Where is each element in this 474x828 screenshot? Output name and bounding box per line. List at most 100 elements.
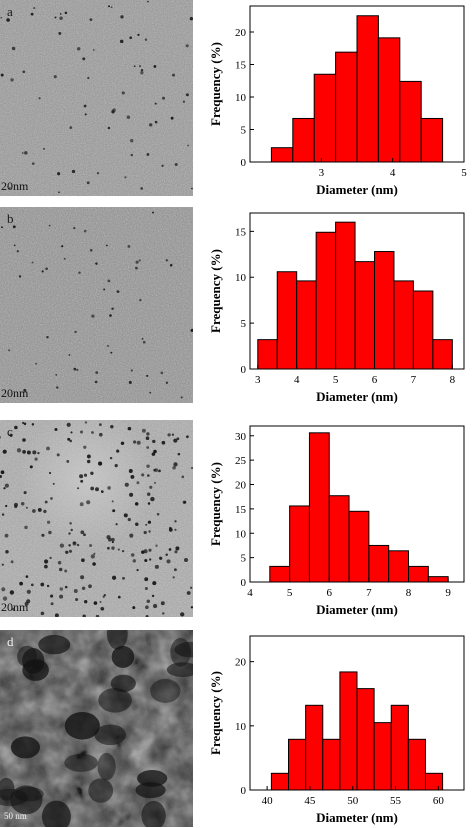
tem-image-d: d 50 nm	[0, 630, 193, 827]
nanoparticle-dot	[146, 432, 150, 436]
y-tick-label: 0	[241, 577, 247, 589]
nanoparticle-dot	[107, 546, 110, 550]
nanoparticle-dot	[56, 386, 59, 389]
nanoparticle-dot	[147, 502, 151, 505]
nanoparticle-dot	[135, 522, 139, 527]
scale-bar-label-c: 20nm	[1, 600, 29, 614]
nanoparticle-dot	[90, 554, 95, 559]
nanoparticle-dot	[24, 601, 29, 606]
nanoparticle-dot	[1, 513, 5, 516]
nanoparticle-dot	[161, 440, 166, 445]
nanoparticle-dot	[6, 18, 10, 22]
nanoparticle-dot	[149, 391, 152, 394]
nanoparticle-dot	[111, 575, 117, 580]
histogram-bar	[356, 15, 379, 163]
nanoparticle-dot	[182, 100, 185, 103]
nanoparticle-dot	[12, 607, 15, 611]
nanoparticle-dot	[174, 520, 177, 523]
nanoparticle-dot	[136, 481, 140, 485]
y-tick-label: 0	[241, 364, 247, 376]
nanoparticle-dot	[174, 528, 177, 531]
nanoparticle-dot	[5, 550, 9, 554]
nanoparticle-dot	[55, 374, 58, 376]
nanoparticle-dot	[110, 425, 114, 429]
nanoparticle-dot	[143, 549, 148, 554]
nanoparticle-dot	[152, 211, 154, 214]
nanoparticle-dot	[165, 553, 168, 556]
x-tick-label: 4	[294, 374, 300, 386]
nanoparticle-dot	[184, 558, 188, 562]
nanoparticle-dot	[82, 614, 86, 617]
x-tick-label: 6	[327, 587, 333, 599]
nanoparticle-dot	[16, 250, 19, 253]
nanoparticle-dot	[165, 381, 169, 384]
nanoparticle-dot	[93, 601, 98, 605]
y-tick-label: 30	[235, 431, 247, 443]
nanoparticle-dot	[26, 589, 31, 594]
particles-c	[0, 421, 193, 617]
nanoparticle-dot	[174, 550, 178, 554]
nanoparticle-dot	[146, 153, 150, 156]
nanoparticle-dot	[0, 436, 2, 439]
nanoparticle-dot	[58, 31, 62, 35]
nanoparticle-dot	[32, 509, 36, 513]
nanoparticle-dot	[8, 349, 11, 352]
nanoparticle-dot	[22, 438, 26, 442]
scale-bar-label-a: 20nm	[1, 179, 29, 193]
nanoparticle-dot	[106, 244, 108, 247]
nanoparticle-dot	[116, 449, 120, 453]
histogram-bar	[368, 544, 390, 583]
nanoparticle-dot	[121, 549, 125, 553]
nanoparticle-dot	[130, 553, 135, 557]
nanoparticle-dot	[73, 227, 76, 230]
nanoparticle-dot	[169, 526, 172, 530]
nanoparticle-dot	[140, 71, 144, 75]
particles-b	[1, 211, 193, 399]
nanoparticle-dot	[173, 462, 178, 467]
nanoparticle-dot	[154, 120, 158, 124]
nanoparticle-dot	[79, 474, 84, 479]
nanoparticle-dot	[71, 169, 76, 174]
nanoparticle-dot	[0, 470, 5, 475]
nanoparticle-dot	[44, 564, 48, 569]
x-tick-label: 4	[247, 587, 253, 599]
nanoparticle-dot	[126, 115, 131, 119]
nanoparticle-dot	[111, 541, 114, 544]
nanoparticle-dot	[46, 584, 50, 588]
nanoparticle-dot	[18, 275, 22, 278]
nanoparticle-dot	[57, 172, 61, 176]
nanoparticle-dot	[129, 492, 134, 497]
nanoparticle-dot	[119, 39, 124, 44]
nanoparticle-dot	[50, 602, 54, 606]
nanoparticle-dot	[68, 354, 71, 356]
nanoparticle-dot	[34, 457, 38, 461]
nanoparticle-dot	[94, 380, 98, 384]
nanoparticle-dot	[142, 340, 146, 344]
nanoparticle-dot	[24, 151, 28, 155]
nanoparticle-dot	[145, 523, 148, 526]
nanoparticle-dot	[9, 590, 15, 595]
nanoparticle-dot	[139, 65, 141, 68]
histogram-bar	[276, 271, 298, 370]
nanoparticle-dot	[146, 446, 150, 449]
nanoparticle-dot	[153, 64, 157, 68]
nanoparticle-dot	[58, 567, 63, 572]
nanoparticle-dot	[20, 501, 25, 506]
nanoparticle-dot	[48, 530, 52, 535]
nanoparticle-dot	[152, 581, 157, 586]
nanoparticle-dot	[81, 586, 86, 590]
nanoparticle-dot	[110, 351, 113, 354]
x-tick-label: 8	[406, 587, 412, 599]
nanoparticle-dot	[86, 181, 90, 185]
histogram-bar	[288, 738, 307, 791]
x-tick-label: 9	[445, 587, 451, 599]
plot-frame	[249, 635, 465, 791]
nanoparticle-dot	[120, 15, 124, 19]
nanoparticle-dot	[61, 245, 64, 248]
nanoparticle-dot	[152, 439, 156, 444]
nanoparticle-dot	[144, 38, 148, 41]
nanoparticle-dot	[14, 502, 18, 507]
nanoparticle-blob	[166, 662, 193, 678]
nanoparticle-dot	[89, 543, 93, 548]
nanoparticle-dot	[127, 517, 131, 522]
